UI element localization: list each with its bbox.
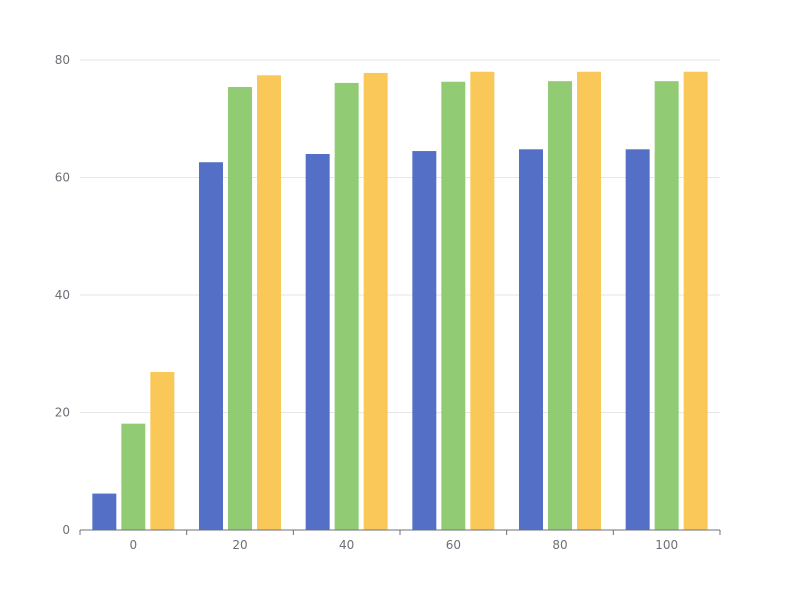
x-tick-label-60: 60 <box>446 538 461 552</box>
bar-cat-0-series-2 <box>121 423 146 530</box>
x-tick-label-100: 100 <box>655 538 678 552</box>
bar-cat-60-series-3 <box>470 71 495 530</box>
x-tick-label-80: 80 <box>552 538 567 552</box>
bar-cat-80-series-3 <box>577 71 601 530</box>
x-tick-label-0: 0 <box>130 538 138 552</box>
bar-cat-80-series-2 <box>548 81 572 531</box>
bar-cat-20-series-3 <box>257 75 281 531</box>
bar-cat-0-series-3 <box>150 371 175 530</box>
bar-cat-20-series-1 <box>199 162 223 530</box>
bar-cat-40-series-1 <box>305 154 330 530</box>
axes: 0 20 40 60 80 0 20 40 60 80 100 <box>55 53 721 552</box>
bar-cat-80-series-1 <box>519 149 543 531</box>
bar-cat-0-series-1 <box>92 493 117 530</box>
gridlines <box>80 59 720 413</box>
bar-cat-20-series-2 <box>228 87 252 531</box>
bar-cat-60-series-2 <box>441 81 466 531</box>
y-tick-label-0: 0 <box>62 523 70 537</box>
bar-cat-60-series-1 <box>412 151 437 530</box>
bar-series-group <box>92 71 708 531</box>
y-tick-label-60: 60 <box>55 171 70 185</box>
y-tick-label-40: 40 <box>55 288 70 302</box>
y-tick-label-80: 80 <box>55 53 70 67</box>
x-tick-label-20: 20 <box>232 538 247 552</box>
bar-cat-40-series-3 <box>363 72 388 531</box>
bar-cat-100-series-2 <box>654 81 679 531</box>
y-tick-label-20: 20 <box>55 406 70 420</box>
bar-cat-100-series-1 <box>625 149 650 531</box>
x-tick-label-40: 40 <box>339 538 354 552</box>
bar-cat-40-series-2 <box>334 82 359 530</box>
bar-cat-100-series-3 <box>683 71 708 530</box>
